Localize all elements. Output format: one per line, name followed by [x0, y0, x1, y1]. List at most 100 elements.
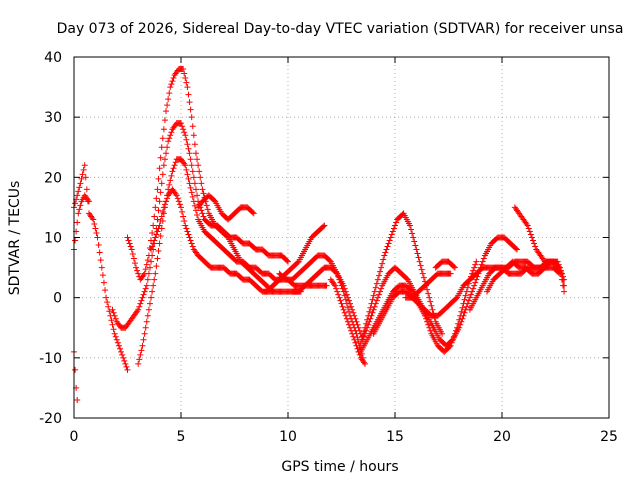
data-point [199, 210, 206, 217]
data-point [121, 357, 128, 364]
data-point [283, 257, 290, 264]
data-point [160, 204, 167, 211]
data-point [181, 217, 188, 224]
data-point [370, 292, 377, 299]
data-point [78, 175, 85, 182]
data-point [182, 132, 189, 139]
data-point [151, 276, 158, 283]
data-point [191, 141, 198, 148]
data-point [336, 294, 343, 301]
data-point [373, 280, 380, 287]
data-point [178, 204, 184, 211]
data-point [139, 342, 146, 349]
data-point [144, 276, 151, 283]
data-point [362, 330, 369, 337]
data-point [352, 315, 359, 322]
data-point [383, 246, 390, 253]
data-point [524, 222, 531, 229]
data-point [164, 195, 171, 202]
data-point [448, 337, 455, 344]
data-point [350, 333, 357, 340]
data-point [136, 356, 143, 363]
data-point [415, 254, 422, 261]
data-point [528, 234, 535, 241]
data-point [167, 132, 174, 139]
data-point [168, 172, 175, 179]
data-point [139, 294, 146, 301]
data-point [140, 291, 147, 298]
data-point [142, 324, 149, 331]
data-point [561, 288, 568, 295]
data-point [380, 256, 387, 263]
data-point [127, 243, 134, 250]
data-point [175, 198, 182, 205]
data-point [113, 336, 120, 343]
data-point [143, 282, 150, 289]
data-point [187, 237, 194, 244]
data-point [464, 300, 471, 307]
series-pass-21 [511, 204, 568, 289]
data-point [199, 186, 206, 193]
data-point [343, 315, 350, 322]
data-point [77, 202, 84, 209]
data-point [90, 216, 97, 223]
data-point [345, 297, 352, 304]
data-point [424, 286, 431, 293]
data-point [114, 339, 121, 346]
data-point [176, 201, 183, 208]
data-point [355, 324, 362, 331]
data-point [120, 354, 127, 361]
data-point [74, 396, 81, 403]
data-point [420, 274, 427, 281]
x-tick-label: 20 [493, 429, 511, 445]
data-point [104, 299, 111, 306]
data-point [166, 181, 173, 188]
data-point [341, 309, 348, 316]
data-point [128, 246, 135, 253]
data-point [388, 231, 395, 238]
data-point [416, 258, 423, 265]
series-pass-10 [276, 252, 366, 361]
data-point [130, 255, 137, 262]
data-point [182, 222, 189, 229]
data-point [189, 168, 196, 175]
data-point [185, 175, 192, 182]
data-point [96, 249, 103, 256]
data-point [390, 225, 397, 232]
data-point [125, 237, 132, 244]
data-point [135, 360, 142, 367]
data-point [526, 228, 533, 235]
data-point [382, 249, 389, 256]
data-point [167, 84, 174, 91]
data-point [154, 216, 161, 223]
data-point [168, 81, 175, 88]
data-point [153, 195, 160, 202]
data-point [182, 162, 189, 169]
data-point [135, 306, 142, 313]
data-point [143, 318, 150, 325]
data-point [189, 243, 196, 250]
data-point [72, 200, 79, 207]
data-point [103, 294, 110, 301]
data-point [79, 171, 86, 178]
data-point [250, 210, 257, 217]
data-point [155, 225, 162, 232]
y-tick-label: 20 [44, 170, 62, 186]
data-point [134, 267, 141, 274]
data-point [459, 315, 466, 322]
data-point [417, 262, 424, 269]
data-point [170, 165, 177, 172]
data-point [159, 208, 166, 215]
data-point [192, 186, 199, 193]
data-point [369, 296, 376, 303]
data-point [418, 266, 425, 273]
data-point [178, 120, 184, 127]
series-pass-1 [71, 162, 131, 373]
data-point [74, 219, 81, 226]
data-point [525, 225, 532, 232]
data-point [414, 250, 421, 257]
data-point [115, 342, 122, 349]
data-point [165, 138, 172, 145]
data-point [131, 260, 138, 267]
